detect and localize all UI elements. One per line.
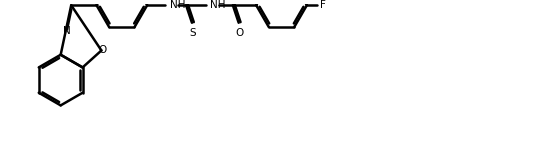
Text: N: N xyxy=(63,26,71,36)
Text: O: O xyxy=(98,46,107,55)
Text: NH: NH xyxy=(210,0,226,10)
Text: NH: NH xyxy=(170,0,185,10)
Text: F: F xyxy=(320,0,326,10)
Text: S: S xyxy=(190,28,196,38)
Text: O: O xyxy=(236,28,244,38)
